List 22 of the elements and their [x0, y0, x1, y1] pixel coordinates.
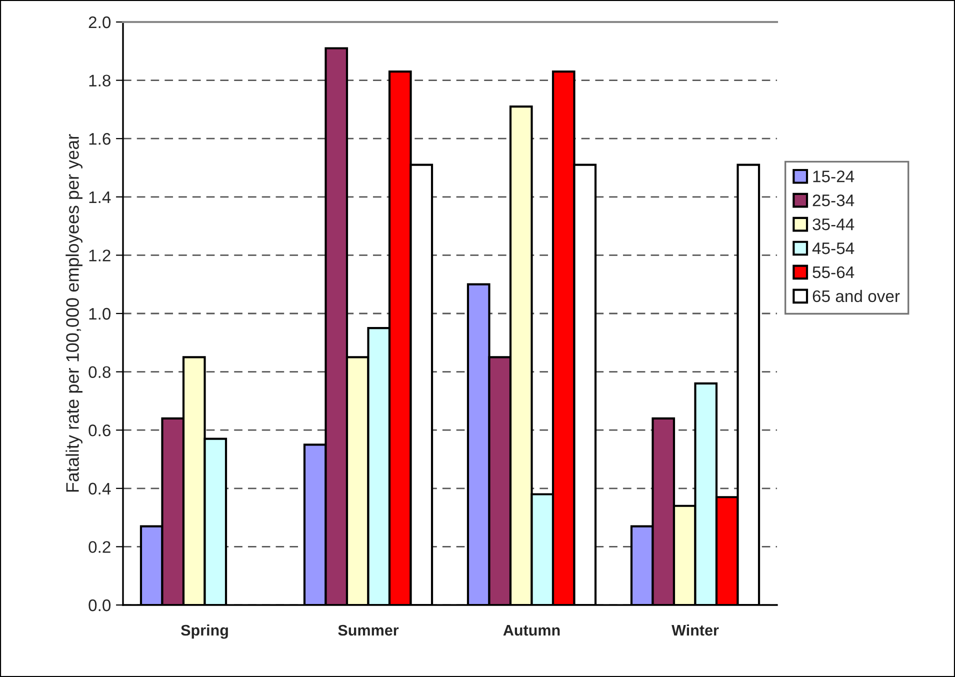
- y-tick-label: 1.6: [89, 133, 110, 145]
- y-tick-label: 0.2: [88, 541, 110, 553]
- x-tick-label: Winter: [672, 624, 719, 636]
- y-tick-label: 0.0: [88, 599, 111, 612]
- x-tick-label: Summer: [338, 624, 399, 636]
- legend-label: 55-64: [812, 266, 854, 278]
- y-tick-label: 1.8: [89, 74, 110, 87]
- legend-label: 25-34: [812, 194, 854, 206]
- y-tick-label: 0.8: [88, 366, 110, 378]
- legend-label: 65 and over: [812, 290, 900, 302]
- y-tick-label: 0.6: [88, 424, 110, 436]
- x-tick-label: Spring: [181, 624, 228, 639]
- x-tick-label: Autumn: [503, 625, 560, 636]
- y-tick-label: 2.0: [88, 16, 111, 28]
- legend-label: 45-54: [812, 242, 854, 254]
- legend-label: 15-24: [813, 170, 854, 182]
- y-tick-label: 1.0: [89, 308, 111, 320]
- y-tick-label: 0.4: [88, 482, 111, 495]
- y-tick-label: 1.4: [89, 191, 111, 203]
- y-tick-label: 1.2: [89, 250, 110, 262]
- y-axis-title: Fatality rate per 100,000 employees per year: [66, 134, 82, 492]
- legend-label: 35-44: [812, 218, 854, 230]
